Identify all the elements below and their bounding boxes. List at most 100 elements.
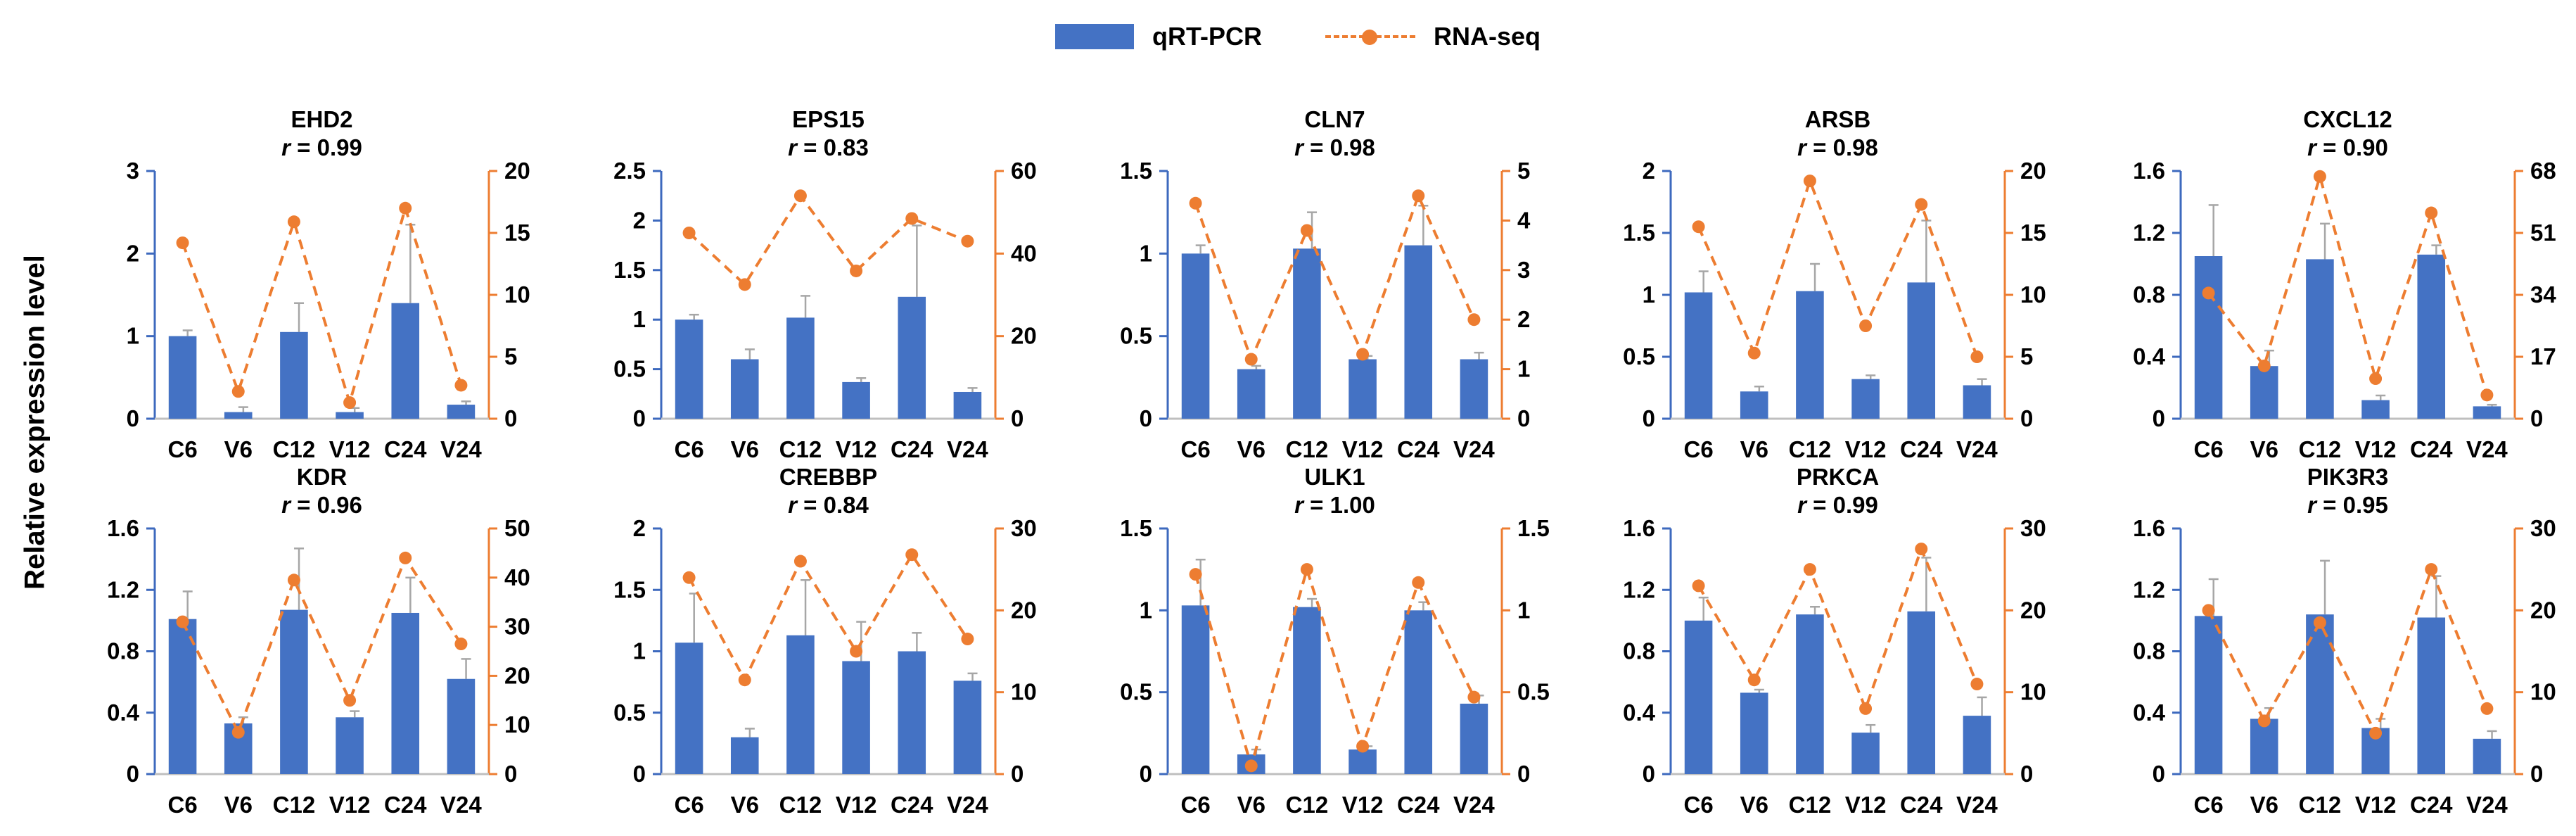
right-tick-label: 1 — [1517, 597, 1530, 623]
rna-seq-point — [1692, 579, 1705, 593]
panel-r-value: r = 0.99 — [281, 134, 362, 160]
panel-r-value: r = 0.98 — [1294, 134, 1375, 160]
left-tick-label: 1 — [1140, 597, 1152, 623]
r-label: r — [788, 134, 798, 160]
rna-seq-point — [1915, 198, 1928, 211]
rna-seq-point — [2425, 563, 2438, 576]
bar — [1181, 253, 1210, 419]
right-tick-label: 15 — [504, 220, 530, 246]
left-tick-label: 0 — [2153, 761, 2165, 787]
category-label: C6 — [2193, 792, 2223, 818]
right-tick-label: 3 — [1517, 257, 1530, 283]
category-label: C6 — [674, 436, 703, 462]
right-tick-label: 0 — [2530, 405, 2543, 431]
bar — [447, 405, 476, 419]
left-tick-label: 0.8 — [107, 638, 139, 664]
rna-seq-point — [2202, 604, 2215, 617]
left-tick-label: 0 — [1643, 405, 1655, 431]
left-tick-label: 1.5 — [613, 257, 646, 283]
rna-seq-point — [1244, 353, 1258, 366]
bar — [675, 319, 703, 419]
category-label: V12 — [1845, 792, 1887, 818]
bar — [2361, 400, 2390, 419]
category-label: C24 — [2410, 436, 2453, 462]
category-label: V24 — [947, 436, 988, 462]
rna-seq-point — [1467, 313, 1481, 327]
category-label: V6 — [731, 792, 759, 818]
bar — [224, 412, 253, 419]
rna-seq-point — [399, 551, 412, 564]
bar — [1963, 716, 1991, 774]
panel-r-value: r = 0.90 — [2307, 134, 2388, 160]
left-tick-label: 1.6 — [2133, 158, 2165, 184]
r-value: = 0.98 — [1806, 134, 1878, 160]
bar — [1348, 359, 1377, 419]
right-tick-label: 5 — [1517, 158, 1530, 184]
r-label: r — [788, 492, 798, 518]
r-value: = 0.90 — [2316, 134, 2388, 160]
r-label: r — [1797, 134, 1808, 160]
category-label: C12 — [779, 436, 822, 462]
right-tick-label: 20 — [2020, 597, 2046, 623]
category-label: V6 — [2250, 792, 2278, 818]
category-label: C12 — [1789, 792, 1832, 818]
r-value: = 0.99 — [291, 134, 362, 160]
rna-seq-point — [682, 571, 696, 584]
rna-seq-line — [1697, 177, 1979, 357]
r-value: = 0.83 — [797, 134, 869, 160]
rna-seq-point — [1356, 348, 1370, 361]
rna-seq-line — [688, 193, 969, 287]
category-label: C12 — [273, 792, 316, 818]
left-tick-label: 0 — [1140, 761, 1152, 787]
bar — [842, 661, 870, 774]
left-tick-label: 2 — [1643, 158, 1655, 184]
r-label: r — [1294, 492, 1305, 518]
r-value: = 0.95 — [2316, 492, 2388, 518]
category-label: V12 — [1342, 792, 1384, 818]
category-label: C24 — [384, 436, 427, 462]
rna-seq-point — [850, 264, 863, 277]
r-label: r — [281, 134, 292, 160]
rna-seq-line — [181, 203, 463, 408]
panel-title: CLN7 — [1304, 106, 1365, 132]
r-value: = 0.98 — [1303, 134, 1375, 160]
right-tick-label: 34 — [2530, 281, 2556, 308]
left-tick-label: 1.2 — [2133, 220, 2165, 246]
category-label: V12 — [2355, 792, 2397, 818]
bar — [842, 381, 870, 419]
rna-seq-point — [287, 574, 300, 587]
rna-seq-point — [961, 633, 974, 646]
category-label: C12 — [779, 792, 822, 818]
rna-seq-point — [961, 234, 974, 248]
category-label: C24 — [2410, 792, 2453, 818]
category-label: V6 — [224, 792, 253, 818]
panel-title: EPS15 — [792, 106, 865, 132]
bar — [1740, 692, 1768, 774]
category-label: V12 — [836, 436, 877, 462]
left-tick-label: 0 — [1140, 405, 1152, 431]
category-label: V6 — [1740, 792, 1768, 818]
bar — [1293, 248, 1321, 419]
rna-seq-point — [1747, 346, 1761, 360]
category-label: V12 — [836, 792, 877, 818]
panel-r-value: r = 0.99 — [1797, 492, 1878, 518]
right-tick-label: 0 — [504, 761, 517, 787]
chart-legend: qRT-PCR RNA-seq — [1055, 15, 1541, 58]
category-label: C6 — [1180, 792, 1210, 818]
bar — [168, 336, 197, 419]
bar — [280, 609, 308, 774]
rna-seq-point — [1859, 702, 1873, 715]
rna-seq-line — [1194, 191, 1476, 363]
left-tick-label: 0 — [633, 761, 646, 787]
right-tick-label: 51 — [2530, 220, 2556, 246]
rna-seq-point — [231, 385, 245, 398]
rna-seq-point — [343, 694, 357, 707]
left-tick-label: 1.6 — [1623, 515, 1655, 541]
legend-label-rna-seq: RNA-seq — [1434, 22, 1541, 51]
category-label: C12 — [2299, 436, 2342, 462]
panel-title: KDR — [297, 464, 347, 490]
r-value: = 0.96 — [291, 492, 362, 518]
